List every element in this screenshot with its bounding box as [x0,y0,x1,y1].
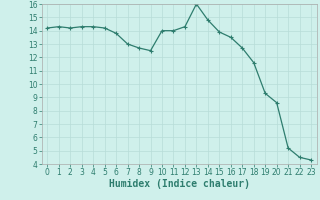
X-axis label: Humidex (Indice chaleur): Humidex (Indice chaleur) [109,179,250,189]
